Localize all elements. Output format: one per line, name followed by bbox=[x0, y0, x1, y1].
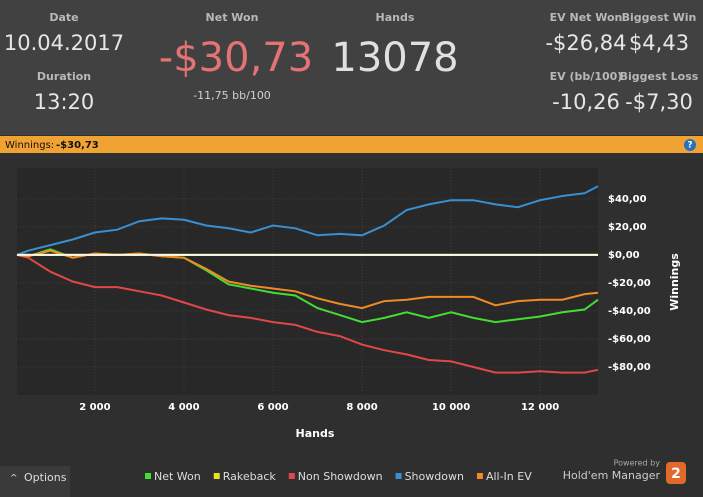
legend-swatch bbox=[395, 473, 402, 479]
x-tick-label: 12 000 bbox=[521, 402, 559, 413]
brand-logo bbox=[666, 462, 686, 484]
y-axis-title: Winnings bbox=[668, 253, 681, 311]
hands: 13078 bbox=[331, 35, 458, 81]
banner-value: -$30,73 bbox=[56, 140, 99, 151]
x-tick-label: 8 000 bbox=[346, 402, 377, 413]
x-tick-label: 4 000 bbox=[168, 402, 199, 413]
legend-swatch bbox=[213, 473, 220, 479]
y-tick-label: -$20,00 bbox=[608, 278, 651, 289]
brand-version: 2 bbox=[671, 466, 681, 482]
value: $4,43 bbox=[629, 31, 689, 55]
value: 10.04.2017 bbox=[4, 31, 124, 55]
value: 13:20 bbox=[34, 90, 95, 114]
x-tick-label: 10 000 bbox=[432, 402, 470, 413]
net-won-bb: -11,75 bb/100 bbox=[193, 89, 271, 102]
legend-swatch bbox=[145, 473, 151, 479]
options-button[interactable] bbox=[0, 466, 70, 497]
value: -$26,84 bbox=[545, 31, 626, 55]
help-text[interactable]: ? bbox=[687, 141, 692, 151]
net-won: -$30,73 bbox=[159, 35, 313, 81]
y-tick-label: -$60,00 bbox=[608, 334, 651, 345]
legend-label: Rakeback bbox=[223, 470, 277, 483]
series-line bbox=[16, 185, 599, 256]
legend-label: Net Won bbox=[154, 470, 201, 483]
y-tick-label: $20,00 bbox=[608, 222, 647, 233]
y-tick-label: $40,00 bbox=[608, 194, 647, 205]
legend-label: Showdown bbox=[405, 470, 464, 483]
plot-area bbox=[17, 168, 598, 395]
label: EV Net Won bbox=[550, 11, 623, 24]
y-tick-label: -$40,00 bbox=[608, 306, 651, 317]
x-tick-label: 6 000 bbox=[257, 402, 288, 413]
y-tick-label: $0,00 bbox=[608, 250, 640, 261]
legend-swatch bbox=[476, 473, 483, 479]
label: Duration bbox=[37, 70, 91, 83]
options-label[interactable]: Options bbox=[24, 471, 67, 484]
value: -$7,30 bbox=[625, 90, 693, 114]
legend-label: Non Showdown bbox=[298, 470, 383, 483]
label: Hands bbox=[376, 11, 415, 24]
banner-label: Winnings: bbox=[5, 140, 54, 151]
header-bg bbox=[0, 0, 703, 135]
label: EV (bb/100) bbox=[550, 70, 623, 83]
x-tick-label: 2 000 bbox=[79, 402, 110, 413]
label: Biggest Loss bbox=[620, 70, 699, 83]
options-caret[interactable]: ^ bbox=[10, 474, 18, 484]
label: Net Won bbox=[206, 11, 259, 24]
y-tick-label: -$80,00 bbox=[608, 362, 651, 373]
x-axis-title: Hands bbox=[296, 427, 335, 440]
legend-label: All-In EV bbox=[486, 470, 532, 483]
brand: Hold'em Manager bbox=[563, 469, 661, 482]
help-icon[interactable] bbox=[684, 139, 696, 151]
label: Date bbox=[49, 11, 78, 24]
series-line bbox=[16, 253, 599, 374]
powered-by: Powered by bbox=[614, 459, 661, 468]
value: -10,26 bbox=[552, 90, 620, 114]
legend-swatch bbox=[288, 473, 295, 479]
banner bbox=[0, 136, 703, 153]
label: Biggest Win bbox=[622, 11, 697, 24]
